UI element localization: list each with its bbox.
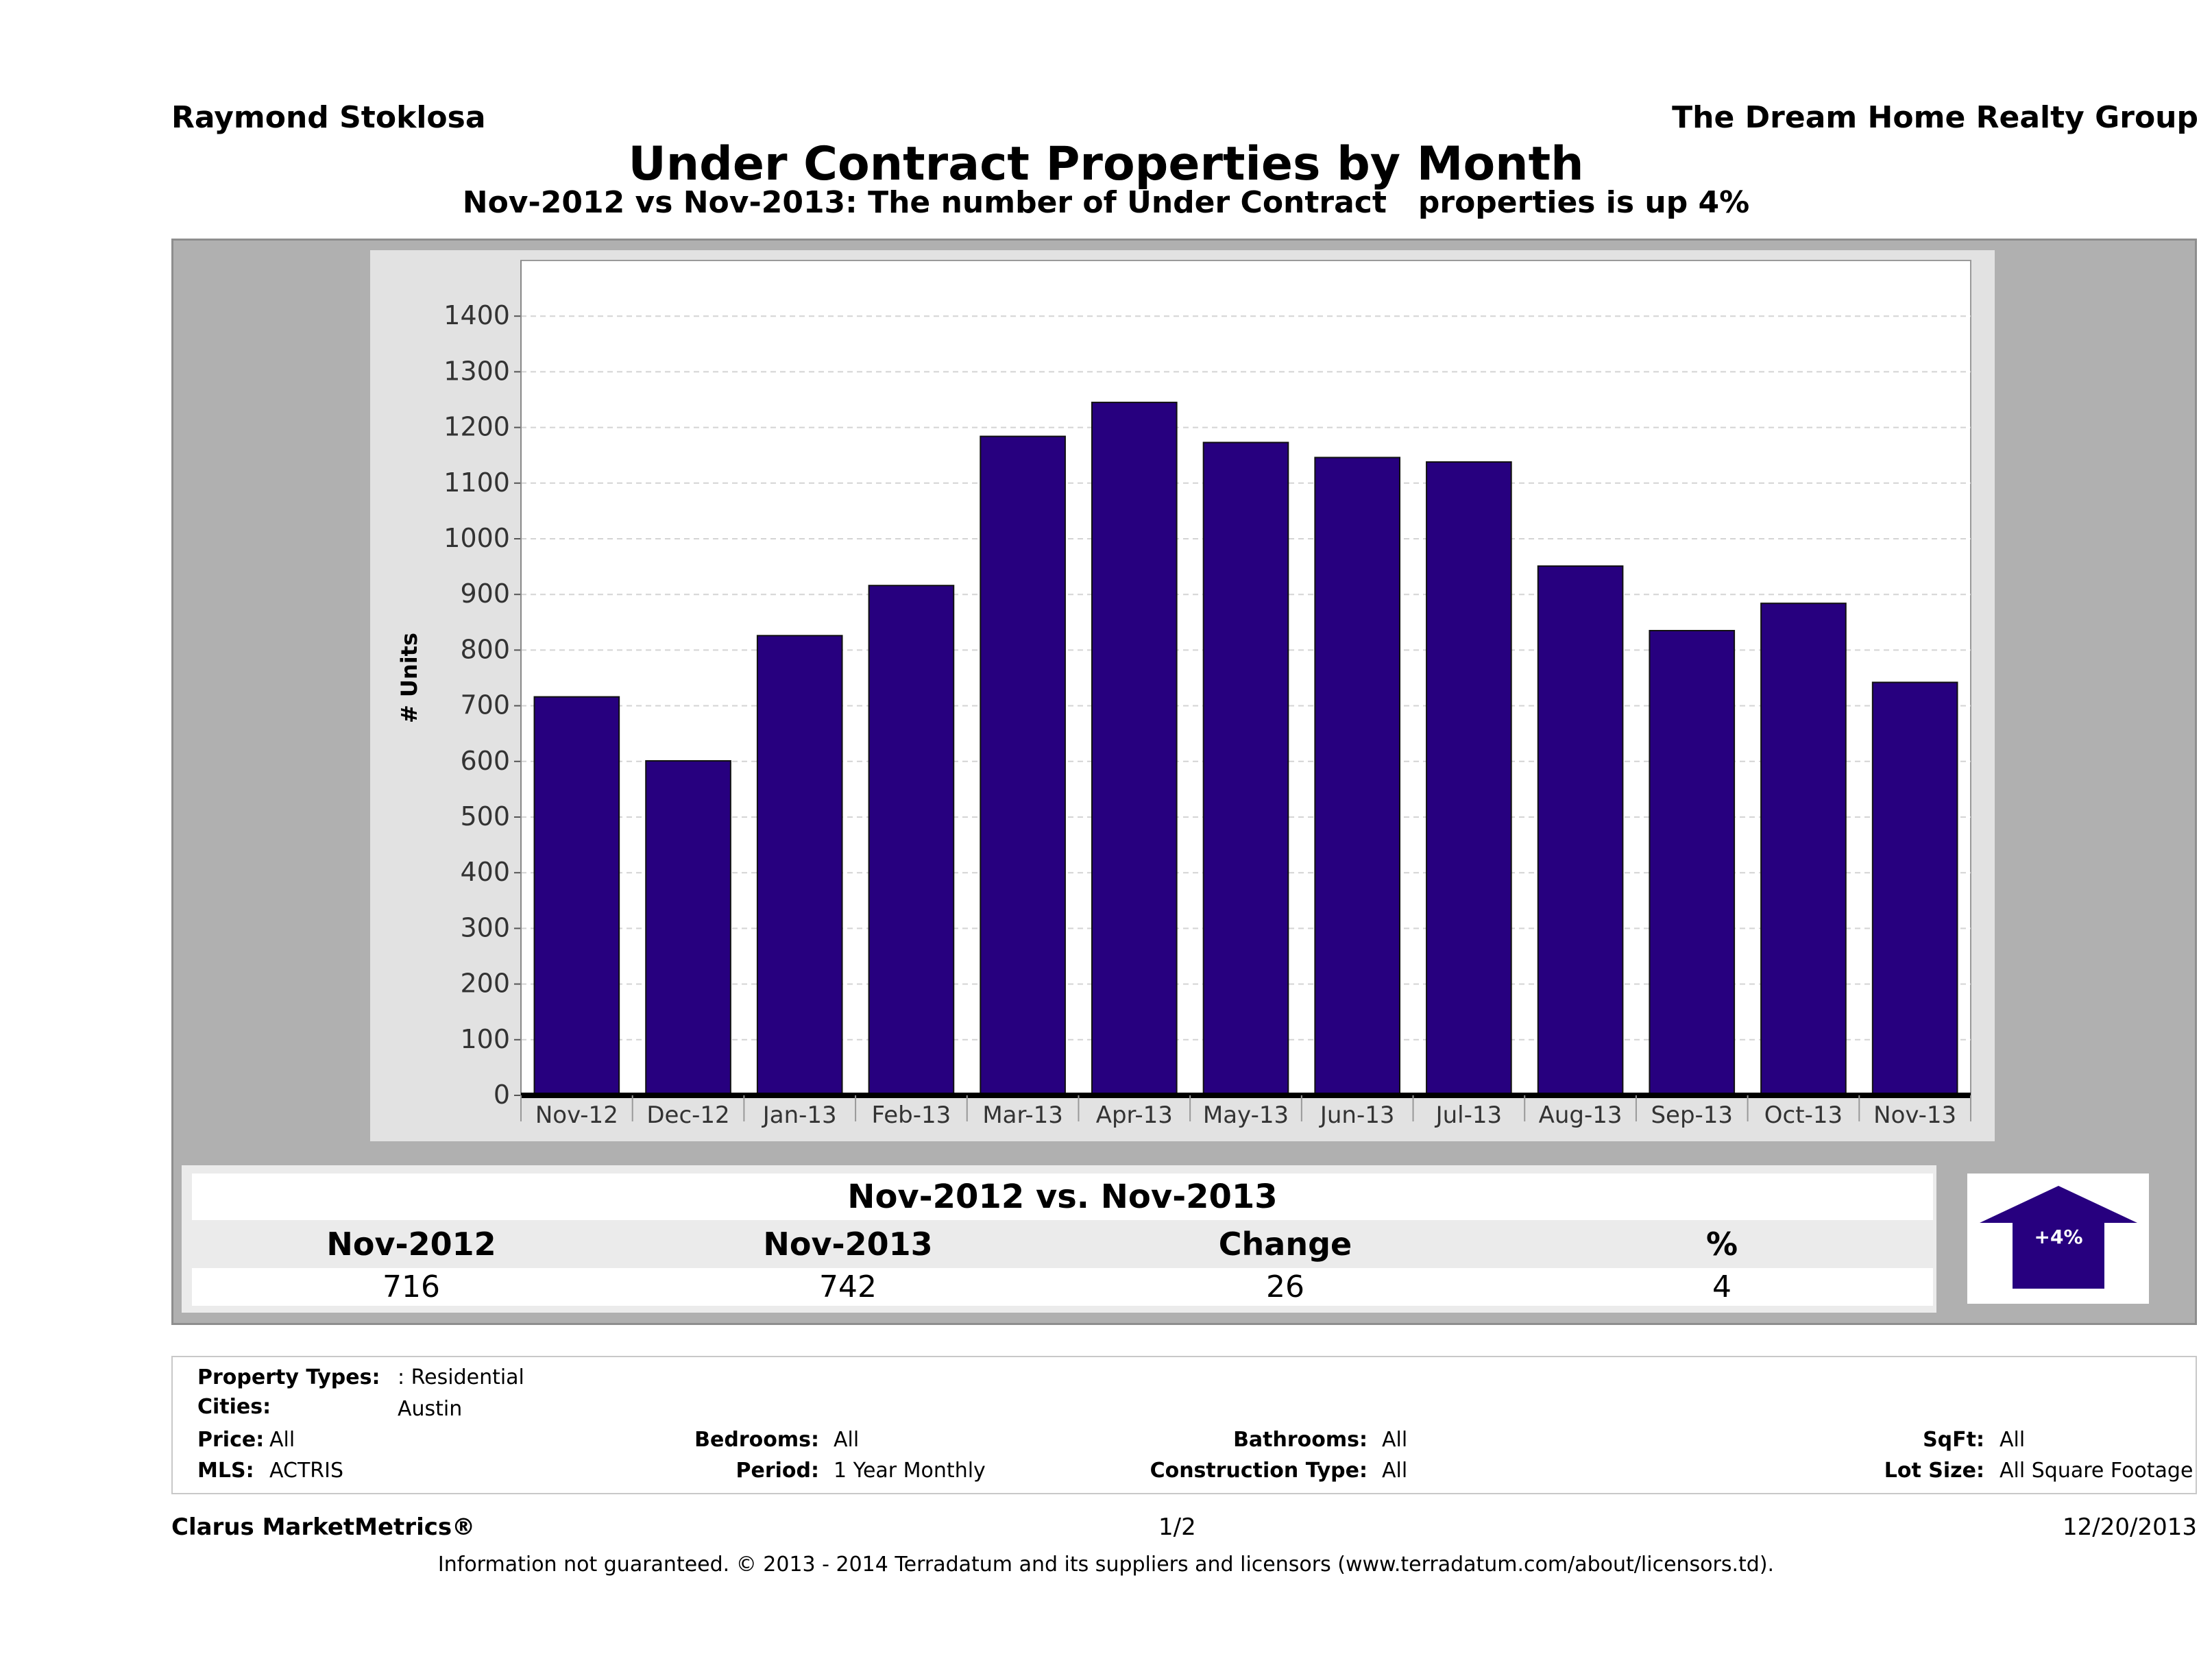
x-tick-label: Sep-13 — [1651, 1102, 1733, 1129]
period-label: Period: — [736, 1459, 820, 1483]
y-tick-label: 1000 — [443, 523, 510, 553]
lot-size-value: All Square Footage — [2000, 1459, 2193, 1483]
summary-heading: Nov-2012 vs. Nov-2013 — [192, 1174, 1933, 1220]
mls-label: MLS: — [197, 1459, 254, 1483]
agent-name: Raymond Stoklosa — [171, 100, 486, 135]
bar — [868, 585, 955, 1096]
x-tick-label: Aug-13 — [1539, 1102, 1622, 1129]
bar-chart: 0 100 200 300 400 500 600 700 800 900 1000 1100 1200… — [396, 260, 1971, 1129]
lot-size-label: Lot Size: — [1884, 1459, 1984, 1483]
x-tick-label: Nov-12 — [535, 1102, 618, 1129]
construction-type-value: All — [1382, 1459, 1408, 1483]
summary-value-row — [192, 1268, 1933, 1306]
bedrooms-label: Bedrooms: — [694, 1428, 819, 1452]
sqft-label: SqFt: — [1923, 1428, 1984, 1452]
cities-label: Cities: — [197, 1395, 271, 1419]
report-date: 12/20/2013 — [2063, 1513, 2197, 1541]
y-tick-label: 400 — [460, 857, 510, 887]
y-tick-label: 100 — [460, 1024, 510, 1054]
col-header-change: Change — [1218, 1226, 1352, 1263]
bar — [1426, 461, 1512, 1097]
y-tick-label: 1300 — [443, 356, 510, 386]
period-value: 1 Year Monthly — [834, 1459, 986, 1483]
cities-value: Austin — [398, 1397, 463, 1421]
bedrooms-value: All — [834, 1428, 860, 1452]
y-tick-label: 0 — [494, 1080, 510, 1110]
property-types-value: : Residential — [398, 1365, 524, 1389]
sqft-value: All — [2000, 1428, 2026, 1452]
bathrooms-value: All — [1382, 1428, 1408, 1452]
change-badge-label: +4% — [2034, 1226, 2083, 1248]
x-tick-label: Apr-13 — [1096, 1102, 1173, 1129]
y-axis-title: # Units — [396, 633, 422, 723]
value-change: 26 — [1266, 1269, 1304, 1304]
value-percent: 4 — [1712, 1269, 1731, 1304]
change-badge-box: +4% — [1967, 1174, 2149, 1304]
footer-brand: Clarus MarketMetrics® — [171, 1513, 476, 1541]
col-header-nov-2012: Nov-2012 — [326, 1226, 496, 1263]
x-tick-label: Dec-12 — [646, 1102, 729, 1129]
bar — [1649, 629, 1736, 1096]
x-tick-label: Feb-13 — [872, 1102, 951, 1129]
disclaimer: Information not guaranteed. © 2013 - 201… — [437, 1553, 1775, 1577]
bar — [980, 435, 1066, 1097]
page-title: Under Contract Properties by Month — [628, 137, 1584, 191]
price-value: All — [269, 1428, 295, 1452]
bar — [756, 635, 843, 1096]
page-subtitle: Nov-2012 vs Nov-2013: The number of Unde… — [462, 185, 1750, 220]
col-header-percent: % — [1705, 1226, 1738, 1263]
y-tick-label: 500 — [460, 801, 510, 831]
bar — [1871, 681, 1958, 1096]
mls-value: ACTRIS — [269, 1459, 344, 1483]
col-header-nov-2013: Nov-2013 — [763, 1226, 933, 1263]
y-tick-label: 600 — [460, 746, 510, 776]
construction-type-label: Construction Type: — [1150, 1459, 1368, 1483]
value-nov-2012: 716 — [382, 1269, 440, 1304]
x-tick-label: Jun-13 — [1319, 1102, 1395, 1129]
x-tick-label: Jul-13 — [1435, 1102, 1503, 1129]
bar — [1314, 457, 1401, 1096]
y-tick-label: 700 — [460, 690, 510, 720]
company-name: The Dream Home Realty Group — [1672, 100, 2198, 135]
bar — [1537, 565, 1624, 1096]
bar — [1202, 441, 1289, 1096]
y-tick-label: 300 — [460, 912, 510, 943]
x-tick-label: May-13 — [1203, 1102, 1289, 1129]
x-tick-label: Mar-13 — [982, 1102, 1063, 1129]
filter-panel — [171, 1356, 2197, 1494]
bar — [645, 759, 731, 1096]
y-tick-label: 1200 — [443, 412, 510, 442]
y-tick-label: 900 — [460, 579, 510, 609]
y-tick-label: 800 — [460, 634, 510, 664]
page-number: 1/2 — [1158, 1513, 1196, 1541]
y-tick-label: 1100 — [443, 467, 510, 498]
bathrooms-label: Bathrooms: — [1233, 1428, 1368, 1452]
y-tick-label: 200 — [460, 969, 510, 999]
value-nov-2013: 742 — [819, 1269, 877, 1304]
price-label: Price: — [197, 1428, 265, 1452]
bar — [1760, 603, 1847, 1096]
x-tick-label: Nov-13 — [1873, 1102, 1956, 1129]
up-arrow-icon: +4% — [1980, 1186, 2137, 1289]
property-types-label: Property Types: — [197, 1365, 380, 1389]
x-tick-label: Oct-13 — [1764, 1102, 1843, 1129]
bar — [1091, 402, 1178, 1096]
y-tick-label: 1400 — [443, 300, 510, 330]
bar — [533, 696, 620, 1096]
x-tick-label: Jan-13 — [762, 1102, 837, 1129]
